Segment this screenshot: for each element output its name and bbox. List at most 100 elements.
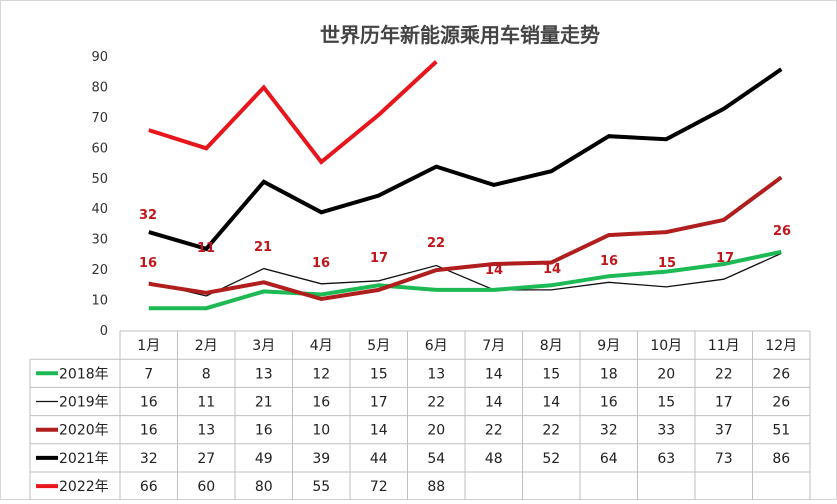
data-annotations: 32 16 11 21 16 17 22 14 14 16 15 17 26 [139,208,791,278]
table-cell: 10 [312,423,330,439]
series-line-2019年 [148,252,782,297]
table-cell: 14 [485,395,503,411]
table-cell: 8 [202,366,211,382]
table-cell: 52 [542,451,560,467]
table-cell: 22 [427,395,445,411]
table-cell: 16 [140,395,158,411]
x-tick-label: 10月 [650,338,682,354]
y-tick-label: 80 [91,80,108,95]
table-cell: 17 [715,395,733,411]
table-cell: 86 [772,451,790,467]
table-cell: 32 [600,423,618,439]
table-cell: 54 [427,451,445,467]
legend-label: 2021年 [59,451,109,467]
series-line-2020年 [148,175,783,302]
table-cell: 72 [370,479,388,495]
y-tick-label: 50 [91,172,108,187]
data-label: 21 [254,240,272,255]
data-label: 11 [197,241,215,256]
y-tick-label: 90 [91,50,108,65]
table-cell: 49 [255,451,273,467]
legend-label: 2018年 [59,366,109,382]
legend-label: 2022年 [59,479,109,495]
x-tick-label: 12月 [765,338,797,354]
table-cell: 15 [370,366,388,382]
x-tick-label: 7月 [482,338,505,354]
y-tick-label: 30 [91,233,108,248]
data-table: 1月 2月 3月 4月 5月 6月 7月 8月 9月 10月 11月 12月 2018年 7 8 13 12 15… [29,330,811,501]
table-cell: 16 [140,423,158,439]
table-cell: 13 [197,423,215,439]
table-cell: 64 [600,451,618,467]
data-label: 15 [658,256,676,271]
x-tick-label: 9月 [597,338,620,354]
table-cell: 20 [657,366,675,382]
axes: 0 10 20 30 40 50 60 70 80 90 [91,50,108,339]
y-tick-label: 10 [91,294,108,309]
table-cell: 15 [542,366,560,382]
table-cell: 22 [542,423,560,439]
table-cell: 66 [140,479,158,495]
table-cell: 51 [772,423,790,439]
table-cell: 63 [657,451,675,467]
table-cell: 73 [715,451,733,467]
data-label: 14 [485,263,503,278]
x-tick-label: 3月 [252,338,275,354]
table-cell: 39 [312,451,330,467]
table-cell: 16 [312,395,330,411]
chart-title: 世界历年新能源乘用车销量走势 [320,23,600,47]
y-tick-label: 70 [91,111,108,126]
series-line-2021年 [148,67,783,252]
data-label: 22 [427,236,445,251]
x-tick-label: 11月 [708,338,740,354]
table-cell: 37 [715,423,733,439]
table-cell: 33 [657,423,675,439]
table-cell: 21 [255,395,273,411]
data-label: 14 [543,262,561,277]
table-cell: 44 [370,451,388,467]
table-cell: 13 [427,366,445,382]
data-label: 16 [139,256,157,271]
table-cell: 17 [370,395,388,411]
legend-label: 2019年 [59,395,109,411]
data-label: 26 [773,224,791,239]
table-cell: 88 [427,479,445,495]
table-cell: 55 [312,479,330,495]
table-cell: 15 [657,395,675,411]
series-lines [148,60,783,311]
x-tick-label: 8月 [540,338,563,354]
data-label: 32 [139,208,157,223]
table-cell: 80 [255,479,273,495]
x-tick-label: 4月 [310,338,333,354]
table-cell: 7 [144,366,153,382]
y-tick-label: 0 [100,324,108,339]
table-cell: 26 [772,366,790,382]
x-tick-label: 1月 [137,338,160,354]
table-cell: 26 [772,395,790,411]
table-cell: 20 [427,423,445,439]
data-label: 16 [600,254,618,269]
legend-label: 2020年 [59,423,109,439]
x-tick-label: 5月 [367,338,390,354]
table-cell: 14 [485,366,503,382]
table-cell: 13 [255,366,273,382]
table-cell: 60 [197,479,215,495]
x-tick-label: 2月 [195,338,218,354]
y-tick-label: 20 [91,263,108,278]
data-label: 16 [312,256,330,271]
x-tick-label: 6月 [425,338,448,354]
table-cell: 22 [485,423,503,439]
table-cell: 32 [140,451,158,467]
data-label: 17 [716,251,734,266]
table-cell: 16 [600,395,618,411]
series-line-2022年 [148,60,438,165]
table-cell: 14 [542,395,560,411]
table-cell: 12 [312,366,330,382]
series-line-2018年 [148,249,782,311]
table-cell: 48 [485,451,503,467]
y-tick-label: 40 [91,202,108,217]
table-cell: 18 [600,366,618,382]
